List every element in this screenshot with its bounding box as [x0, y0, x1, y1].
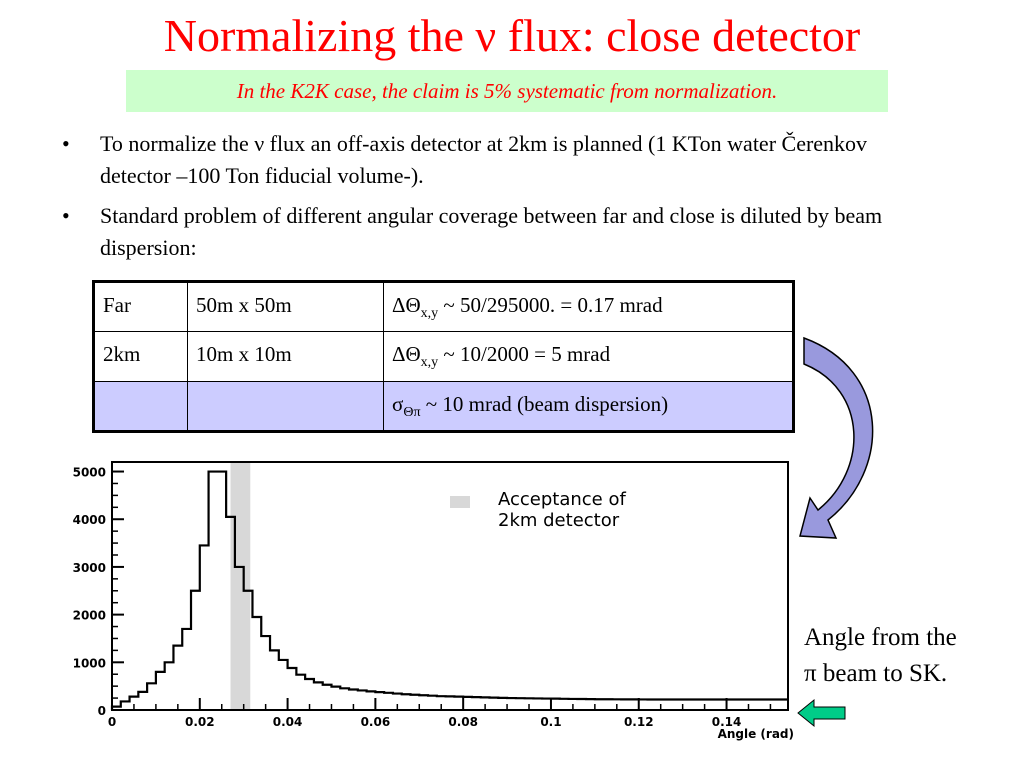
- histogram-series-line: [110, 470, 788, 710]
- table-row: 2km 10m x 10m ΔΘx,y ~ 10/2000 = 5 mrad: [93, 331, 794, 382]
- x-tick-label: 0.1: [540, 715, 561, 729]
- bullet-item: • To normalize the ν flux an off-axis de…: [62, 128, 922, 192]
- slide-title: Normalizing the ν flux: close detector: [163, 10, 861, 61]
- curved-arrow-icon: [799, 336, 874, 539]
- y-tick-label: 2000: [73, 609, 106, 623]
- cell-symbol: σ: [392, 392, 404, 416]
- x-axis-label: Angle (rad): [718, 727, 794, 741]
- legend-label: 2km detector: [498, 510, 620, 531]
- bullet-text: To normalize the ν flux an off-axis dete…: [100, 131, 868, 188]
- y-tick-label: 1000: [73, 656, 106, 670]
- table-cell: 10m x 10m: [187, 331, 384, 382]
- x-tick-label: 0.06: [361, 715, 391, 729]
- legend-label: Acceptance of: [498, 489, 626, 510]
- chart-caption: Angle from the π beam to SK.: [804, 620, 957, 692]
- x-tick-label: 0: [108, 715, 116, 729]
- table-cell: ΔΘx,y ~ 50/295000. = 0.17 mrad: [383, 281, 794, 332]
- cell-symbol: ΔΘ: [392, 293, 421, 317]
- caption-line: π beam to SK.: [804, 660, 948, 687]
- bullet-symbol: •: [62, 131, 70, 156]
- table-cell: σΘπ ~ 10 mrad (beam dispersion): [383, 381, 794, 432]
- caption-line: Angle from the: [804, 624, 957, 651]
- table-cell: 50m x 50m: [187, 281, 384, 332]
- table-row-highlight: σΘπ ~ 10 mrad (beam dispersion): [93, 381, 794, 432]
- table-cell: 2km: [93, 331, 188, 382]
- table-cell: Far: [93, 281, 188, 332]
- bullet-item: • Standard problem of different angular …: [62, 200, 922, 264]
- plot-frame: [111, 461, 789, 711]
- cell-symbol: ΔΘ: [392, 342, 421, 366]
- x-tick-label: 0.12: [624, 715, 654, 729]
- x-tick-label: 0.14: [712, 715, 742, 729]
- cell-expression: ~ 50/295000. = 0.17 mrad: [438, 293, 663, 317]
- y-tick-label: 0: [98, 704, 106, 718]
- bullet-list: • To normalize the ν flux an off-axis de…: [62, 128, 922, 272]
- angle-histogram: 0 1000 2000 3000 4000 5000 0 0.02 0.04 0.06 0.08 0.…: [40, 452, 800, 757]
- bullet-symbol: •: [62, 203, 70, 228]
- cell-expression: ~ 10/2000 = 5 mrad: [438, 342, 611, 366]
- acceptance-band: [230, 462, 251, 710]
- legend-swatch: [450, 496, 470, 508]
- coverage-table: Far 50m x 50m ΔΘx,y ~ 50/295000. = 0.17 …: [92, 280, 795, 433]
- table-cell: [187, 381, 384, 432]
- table-row: Far 50m x 50m ΔΘx,y ~ 50/295000. = 0.17 …: [93, 281, 794, 332]
- arrow-left-icon: [797, 698, 846, 728]
- cell-subscript: x,y: [420, 306, 439, 322]
- subtitle-box: In the K2K case, the claim is 5% systema…: [126, 70, 888, 112]
- table-cell: [93, 381, 188, 432]
- bullet-text: Standard problem of different angular co…: [100, 203, 883, 260]
- cell-subscript: Θπ: [403, 405, 421, 421]
- table-cell: ΔΘx,y ~ 10/2000 = 5 mrad: [383, 331, 794, 382]
- x-tick-label: 0.04: [273, 715, 303, 729]
- y-tick-label: 5000: [73, 466, 106, 480]
- y-tick-label: 4000: [73, 513, 106, 527]
- x-tick-label: 0.02: [185, 715, 215, 729]
- cell-subscript: x,y: [420, 355, 439, 371]
- cell-expression: ~ 10 mrad (beam dispersion): [420, 392, 669, 416]
- y-tick-label: 3000: [73, 561, 106, 575]
- x-tick-label: 0.08: [448, 715, 478, 729]
